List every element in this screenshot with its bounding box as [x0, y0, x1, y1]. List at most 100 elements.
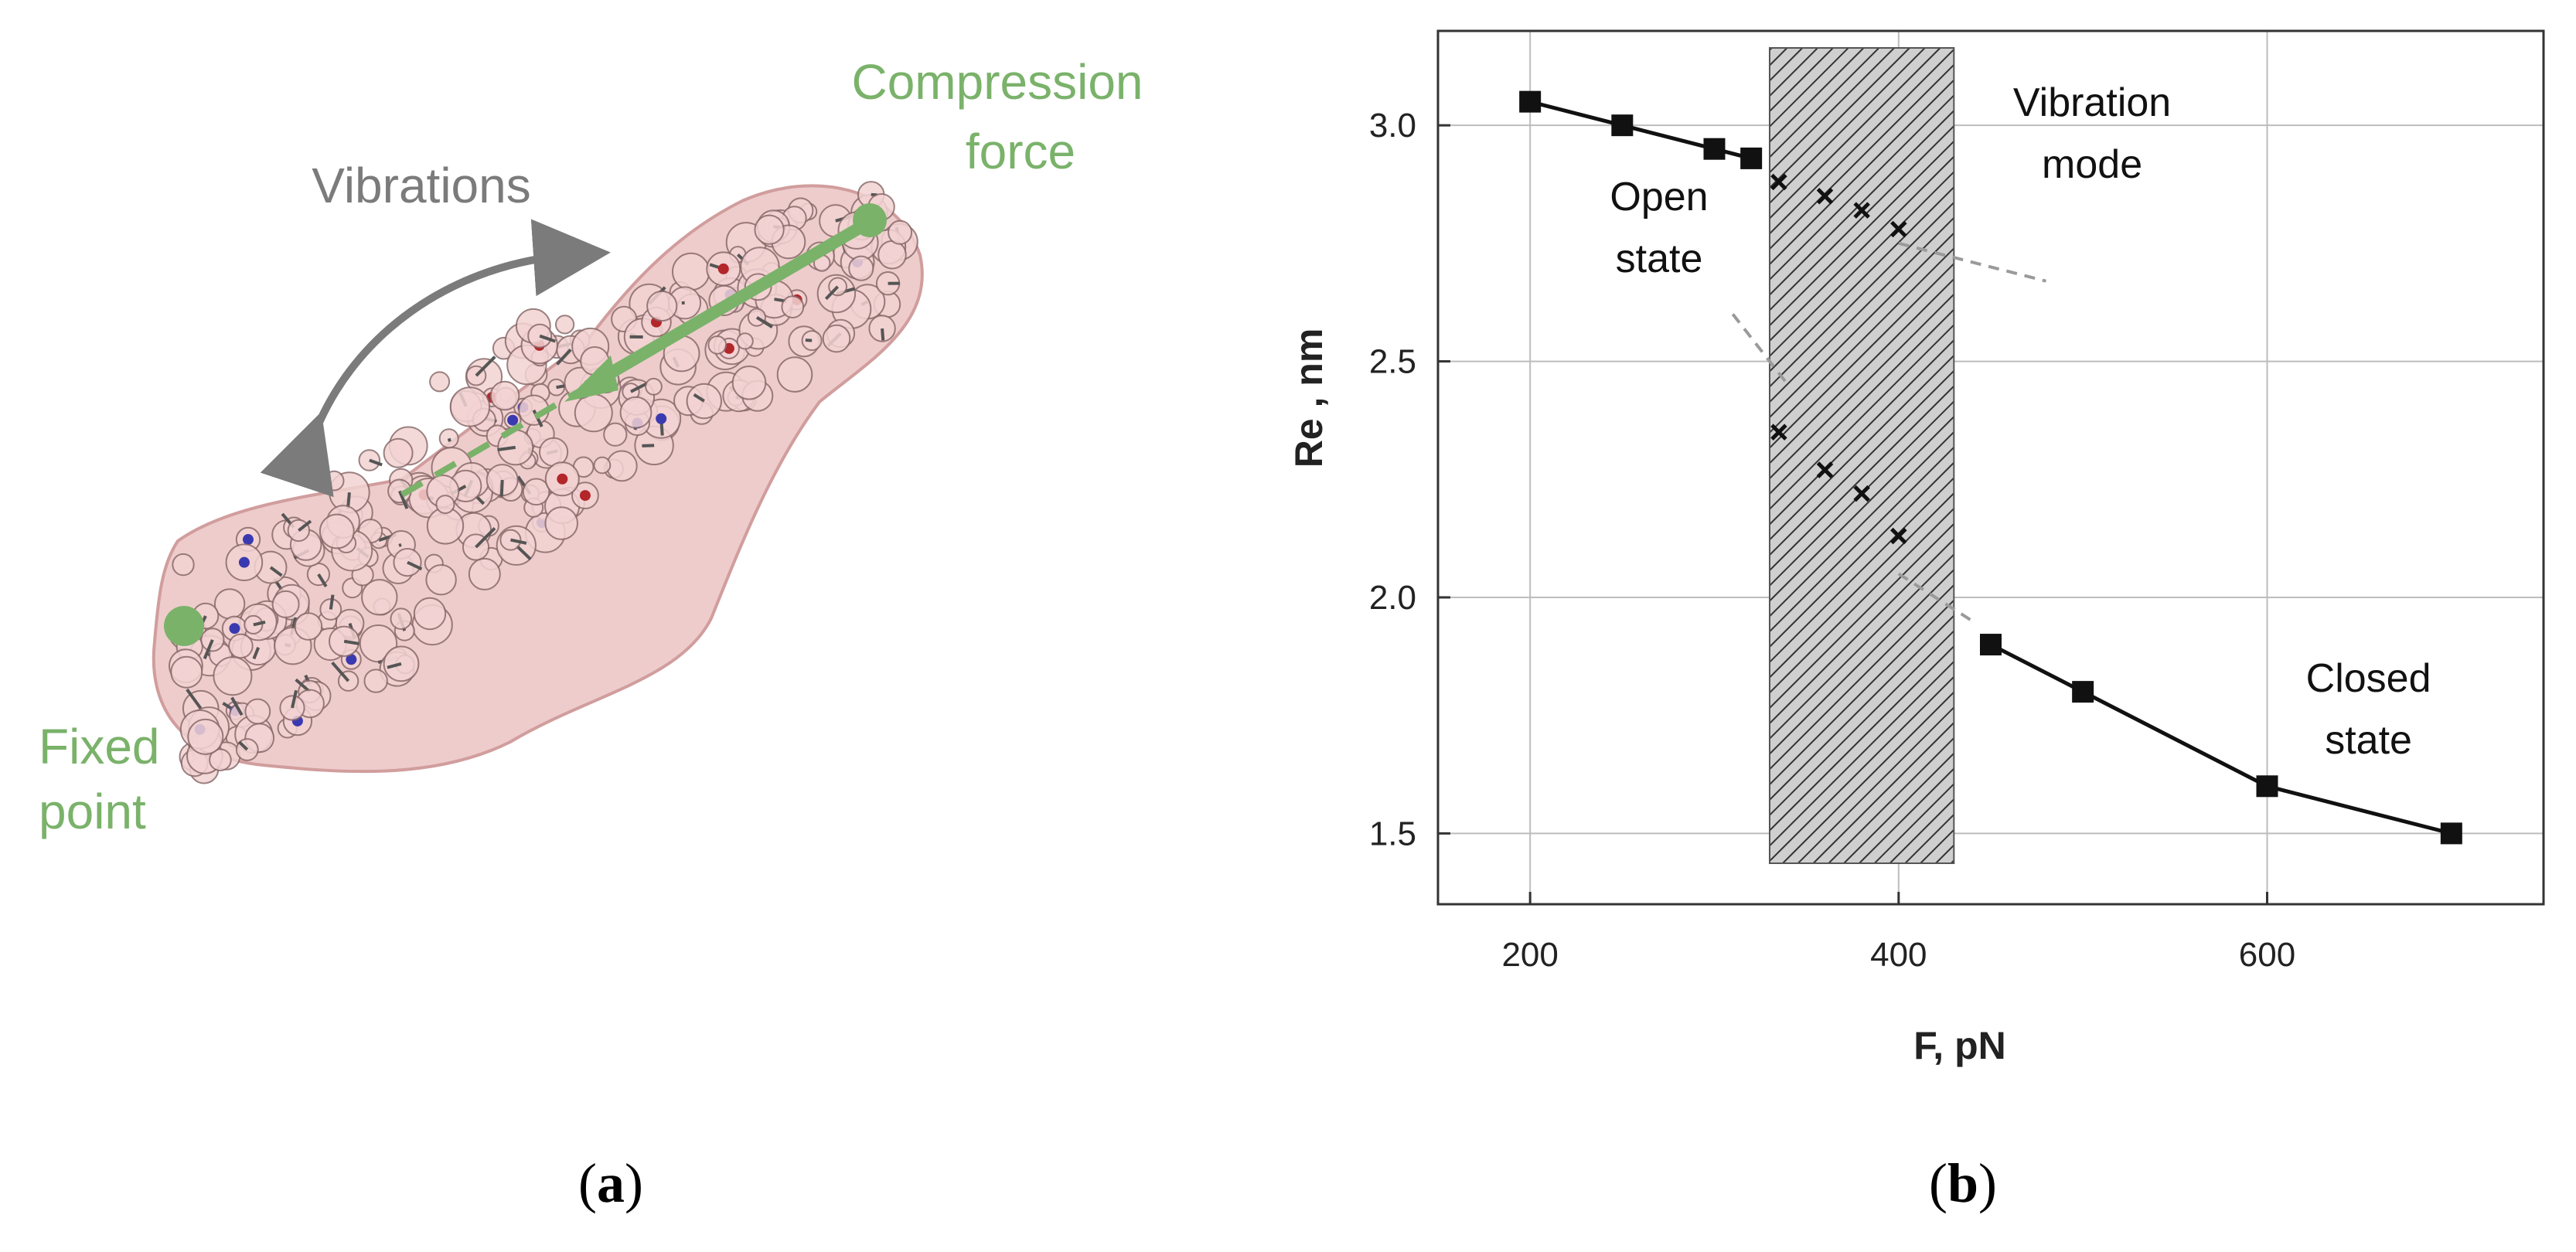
atom — [822, 324, 851, 353]
bond — [203, 639, 214, 660]
molecule-illustration: Compression force Vibrations Fixed point — [39, 54, 1143, 839]
bond — [693, 393, 705, 403]
vibrations-arrow — [260, 219, 611, 498]
bond — [475, 527, 496, 549]
atom — [489, 380, 520, 411]
atom — [645, 377, 663, 396]
atom — [294, 612, 323, 641]
dashed-guide — [1897, 572, 1974, 623]
y-tick-label: 1.5 — [1369, 815, 1416, 852]
heteroatom — [579, 490, 591, 502]
bond — [510, 538, 527, 545]
bond — [186, 688, 203, 709]
atom — [848, 255, 874, 281]
bond — [317, 573, 328, 587]
bond — [398, 543, 402, 547]
atom — [429, 371, 451, 393]
atom — [449, 386, 491, 427]
atom — [435, 495, 455, 515]
x-tick-label: 600 — [2239, 936, 2295, 974]
atom — [279, 695, 305, 721]
atom — [361, 579, 398, 616]
atom — [672, 252, 710, 291]
atom — [603, 422, 628, 447]
x-tick-label: 200 — [1501, 936, 1558, 974]
atom — [209, 748, 232, 772]
heteroatom — [238, 556, 250, 568]
bond — [331, 661, 350, 682]
dashed-guide — [1731, 313, 1790, 386]
heteroatom — [242, 534, 254, 546]
plot-frame — [1436, 29, 2545, 906]
atom — [358, 449, 381, 471]
atom — [244, 698, 271, 725]
data-point — [1770, 424, 1787, 441]
heteroatom — [507, 414, 519, 426]
atom — [170, 655, 203, 689]
heteroatom — [229, 623, 240, 635]
annotation-text: Open — [1610, 175, 1708, 219]
bond — [343, 639, 359, 645]
compression-force-point — [853, 203, 887, 237]
atom — [781, 295, 805, 319]
atom — [393, 548, 422, 577]
atom — [686, 383, 722, 420]
data-point — [2256, 775, 2278, 798]
atom — [544, 506, 579, 540]
atom — [605, 450, 638, 482]
annotation-text: mode — [2042, 142, 2142, 187]
data-point — [1816, 461, 1834, 478]
vibrations-label: Vibrations — [312, 158, 530, 213]
data-point — [1980, 634, 2002, 656]
fixed-point-marker — [164, 606, 204, 646]
data-point — [1853, 202, 1870, 219]
compression-force-label-line2: force — [966, 124, 1075, 179]
data-point — [2440, 822, 2462, 845]
series-line — [1529, 100, 1752, 161]
annotation-text: Closed — [2306, 656, 2431, 701]
data-point — [1611, 114, 1634, 137]
atom — [754, 214, 785, 245]
atom — [593, 456, 612, 475]
bond — [499, 479, 504, 497]
bond — [298, 519, 312, 532]
data-point — [1816, 188, 1834, 205]
caption-a: (a) — [578, 1152, 643, 1214]
bond — [253, 620, 266, 627]
data-point — [1853, 485, 1870, 502]
x-tick-label: 400 — [1870, 936, 1927, 974]
atom — [383, 645, 420, 682]
vibration-mode-region — [1769, 47, 1955, 864]
atom — [747, 308, 767, 327]
caption-b: (b) — [1929, 1152, 1998, 1214]
atom — [271, 590, 300, 618]
data-point — [1519, 90, 1542, 113]
atom — [555, 315, 575, 335]
fixed-point-label-line1: Fixed — [39, 719, 160, 774]
y-tick-label: 2.5 — [1369, 343, 1416, 381]
atom — [363, 669, 388, 693]
panel-b: 200 400 600 1.5 2.0 2.5 3.0 F, pN Re , nm Open sta… — [1237, 0, 2576, 1252]
atom — [574, 393, 613, 433]
atom — [390, 607, 413, 631]
heteroatom — [717, 263, 729, 274]
bond — [230, 696, 244, 716]
data-point — [1703, 138, 1726, 160]
atom — [172, 553, 195, 577]
series-0 — [1519, 90, 1763, 169]
atom — [888, 219, 913, 245]
grid — [1438, 31, 2544, 904]
atom — [877, 240, 907, 270]
fixed-point-label-line2: point — [39, 784, 146, 839]
force-extension-chart: 200 400 600 1.5 2.0 2.5 3.0 F, pN Re , nm Open sta… — [1287, 29, 2545, 1067]
atom — [707, 335, 727, 355]
heteroatom — [346, 654, 357, 665]
x-axis-label: F, pN — [1913, 1024, 2005, 1067]
atom — [499, 529, 522, 551]
annotation-text: state — [1616, 236, 1703, 281]
bond — [329, 594, 335, 610]
atom — [468, 557, 501, 590]
data-point — [2072, 681, 2094, 703]
data-point — [1890, 527, 1907, 545]
bond — [237, 740, 249, 751]
